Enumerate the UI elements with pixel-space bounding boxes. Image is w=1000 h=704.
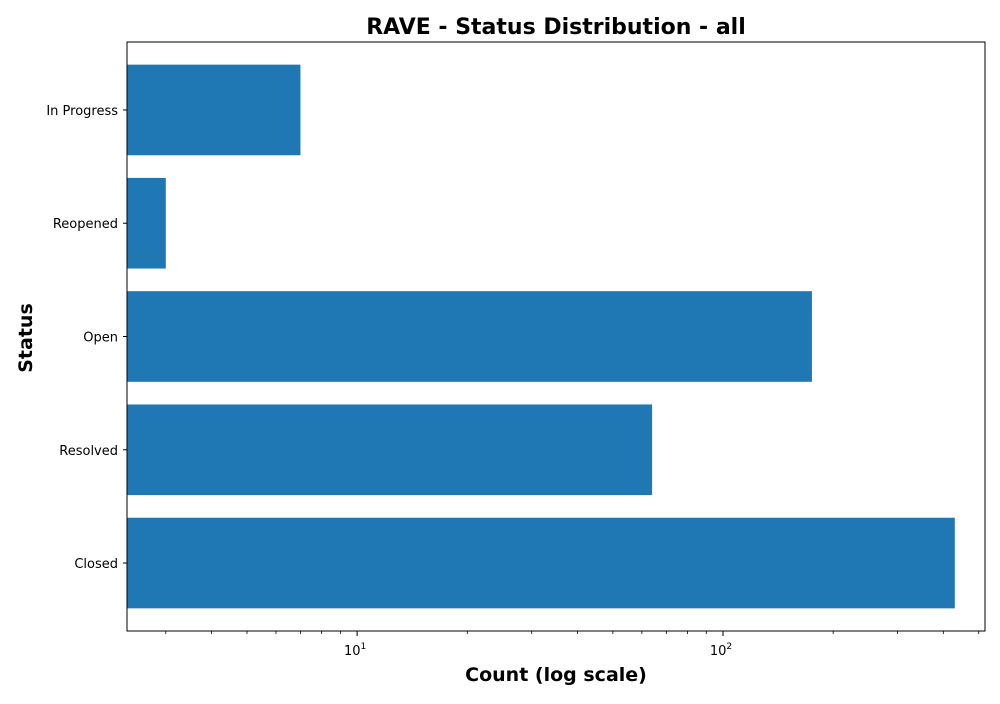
y-tick-label: Resolved <box>59 444 118 459</box>
bars-layer <box>127 64 955 609</box>
x-tick-label: 101 <box>344 642 366 659</box>
bar-in-progress <box>127 64 301 156</box>
axis-ticks: In Progress Reopened Open Resolved Closed 101… <box>46 104 980 659</box>
bar-resolved <box>127 404 653 496</box>
y-tick-label: Reopened <box>53 217 118 232</box>
plot-frame <box>126 41 986 632</box>
bar-reopened <box>127 177 166 269</box>
bar-closed <box>127 517 955 609</box>
y-tick-label: Open <box>83 331 118 346</box>
x-tick-label: 102 <box>710 642 732 659</box>
x-axis-label: Count (log scale) <box>465 664 647 686</box>
y-tick-label: Closed <box>74 557 118 572</box>
bar-open <box>127 291 812 382</box>
chart-title: RAVE - Status Distribution - all <box>366 15 746 40</box>
y-axis-label: Status <box>15 303 37 373</box>
y-tick-label: In Progress <box>46 104 118 119</box>
